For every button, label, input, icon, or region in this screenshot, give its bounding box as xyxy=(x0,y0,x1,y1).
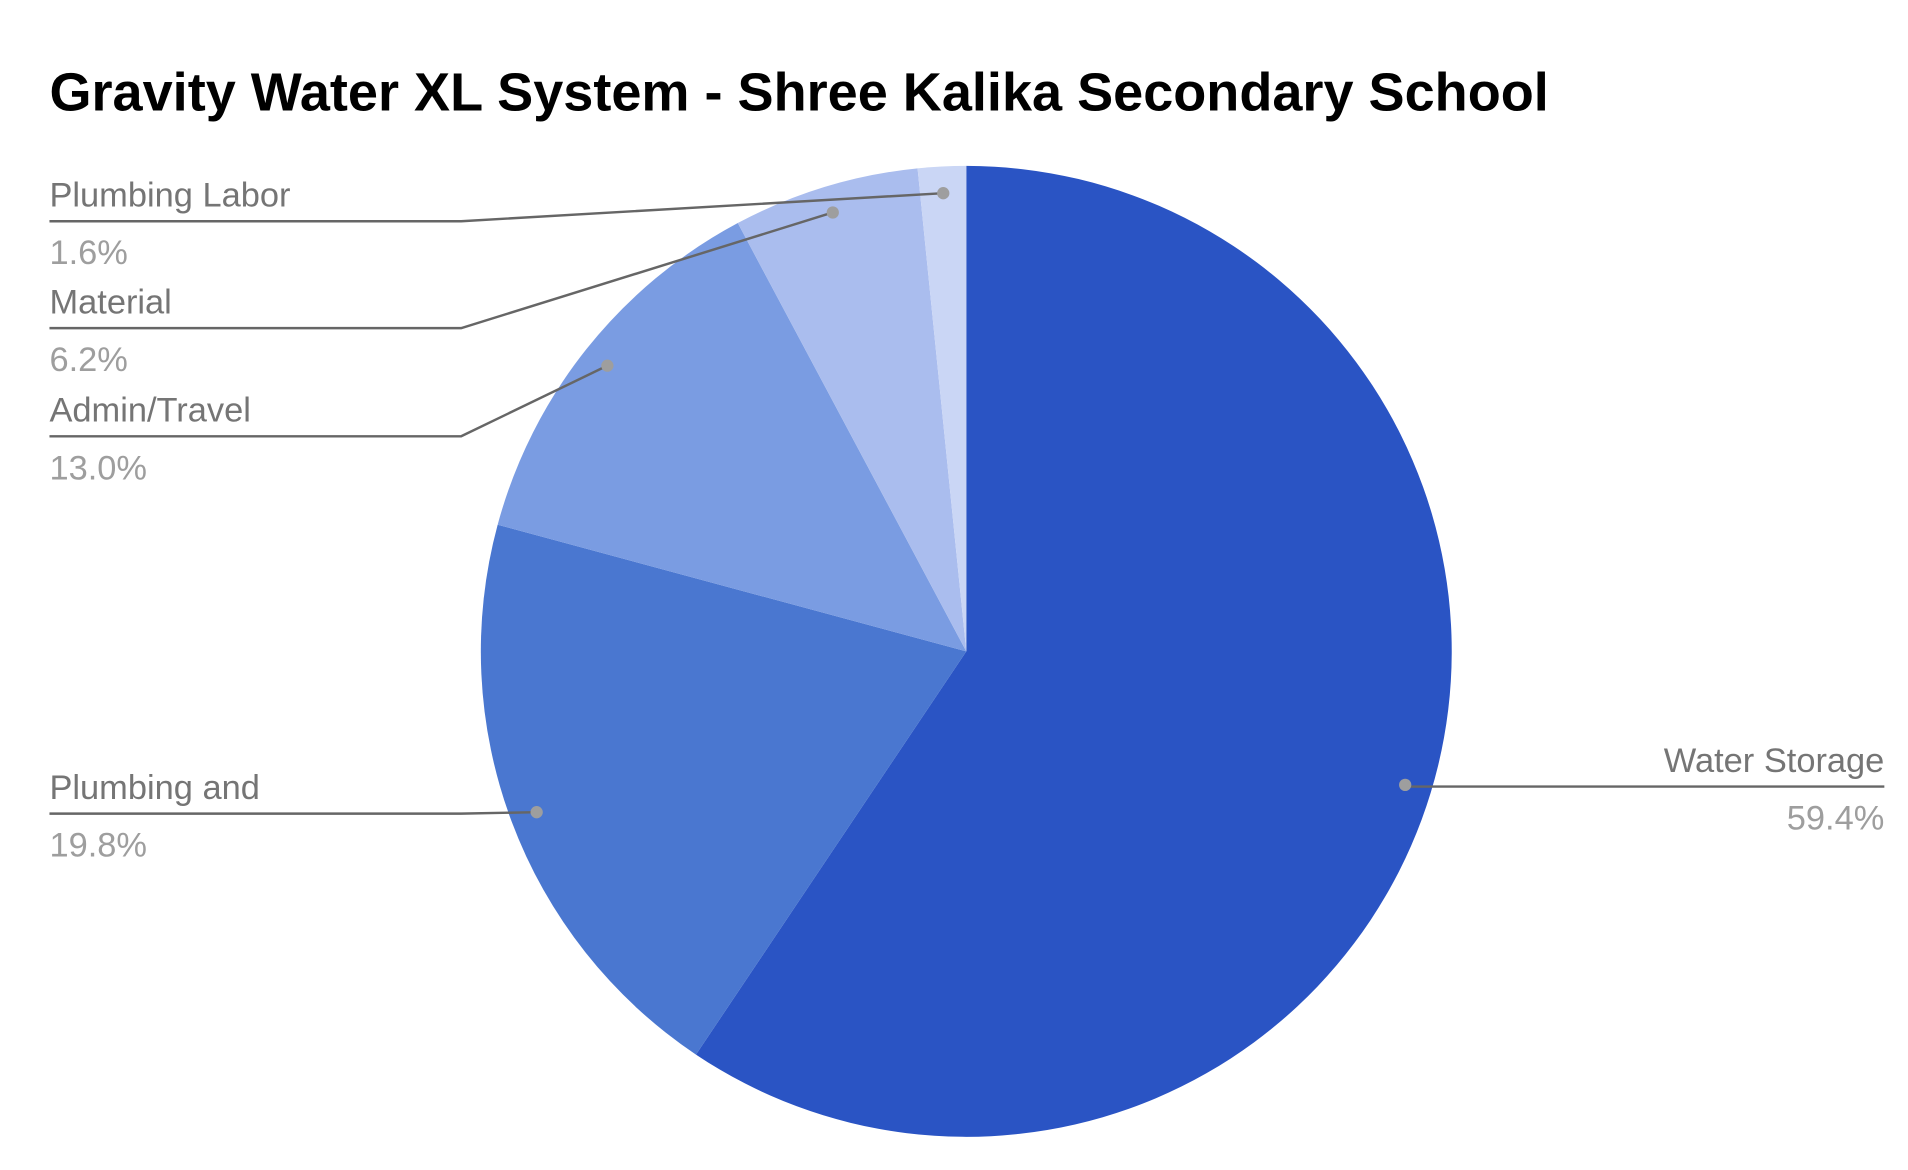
slice-label: Material xyxy=(49,283,171,321)
pie-slice xyxy=(695,165,1452,1137)
leader-dot xyxy=(1399,778,1412,792)
leader-dot xyxy=(530,806,543,819)
slice-label: Admin/Travel xyxy=(49,392,250,430)
slice-label: Water Storage xyxy=(1664,742,1885,780)
leader-line xyxy=(49,191,944,223)
leader-dot xyxy=(601,359,614,372)
pie-slice xyxy=(917,165,967,652)
leader-line xyxy=(49,810,537,815)
leader-line xyxy=(1403,784,1885,788)
slice-value-label: 6.2% xyxy=(49,341,127,379)
leader-line xyxy=(49,364,608,438)
leader-line xyxy=(49,211,834,330)
slice-value-label: 59.4% xyxy=(1787,800,1885,838)
slice-label: Plumbing and xyxy=(49,769,259,807)
slice-value-label: 1.6% xyxy=(49,234,127,272)
pie-slice xyxy=(737,168,967,652)
slice-value-label: 13.0% xyxy=(49,449,147,487)
slice-label: Plumbing Labor xyxy=(49,176,290,214)
slice-value-label: 19.8% xyxy=(49,827,147,865)
pie-slice xyxy=(480,524,967,1055)
chart-title: Gravity Water XL System - Shree Kalika S… xyxy=(49,63,1548,123)
leader-dot xyxy=(937,187,950,200)
pie-slice xyxy=(497,223,967,652)
leader-dot xyxy=(826,206,839,219)
